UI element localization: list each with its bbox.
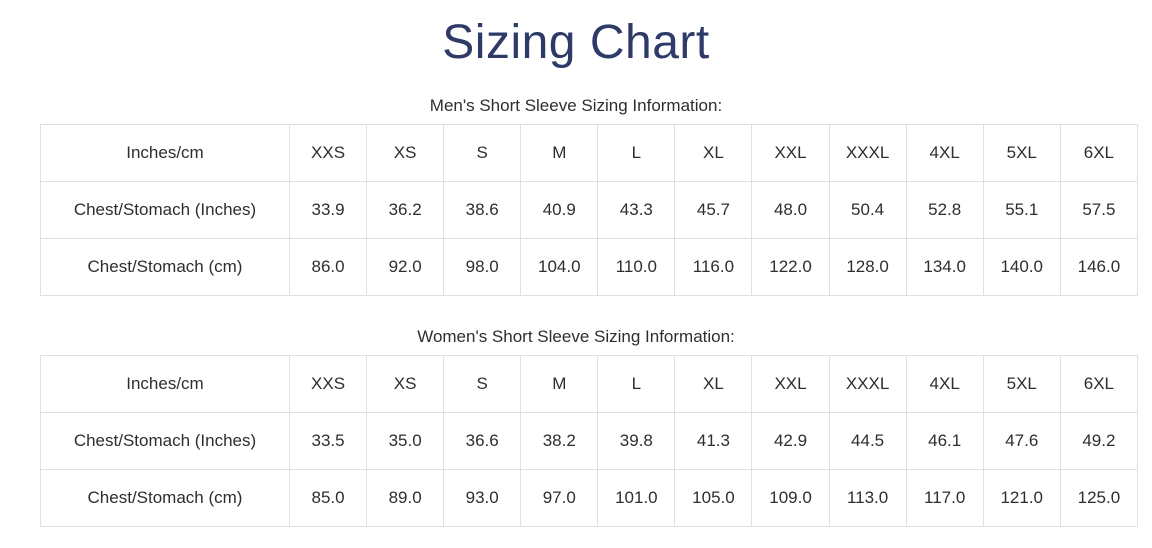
womens-sizing-table: Inches/cm XXS XS S M L XL XXL XXXL 4XL 5XL 6XL Chest…: [40, 354, 1139, 527]
measurement-cell: 49.2: [1059, 411, 1139, 470]
size-header-cell: XXXL: [828, 354, 907, 413]
measurement-cell: 38.2: [520, 411, 599, 470]
size-header-cell: S: [443, 123, 522, 182]
measurement-cell: 92.0: [366, 237, 445, 296]
measurement-cell: 45.7: [674, 180, 753, 239]
measurement-cell: 57.5: [1059, 180, 1139, 239]
size-header-cell: 6XL: [1059, 123, 1139, 182]
row-label-cell: Chest/Stomach (Inches): [40, 411, 290, 470]
size-header-cell: XXXL: [828, 123, 907, 182]
measurement-cell: 86.0: [288, 237, 368, 296]
measurement-cell: 46.1: [905, 411, 984, 470]
size-header-cell: XL: [674, 354, 753, 413]
measurement-cell: 85.0: [288, 468, 368, 527]
measurement-row: Chest/Stomach (Inches) 33.9 36.2 38.6 40.9 43…: [40, 180, 1139, 239]
measurement-row: Chest/Stomach (cm) 86.0 92.0 98.0 104.0 110.0…: [40, 237, 1139, 296]
size-header-cell: S: [443, 354, 522, 413]
measurement-cell: 98.0: [443, 237, 522, 296]
measurement-cell: 105.0: [674, 468, 753, 527]
measurement-cell: 110.0: [597, 237, 676, 296]
size-header-cell: XXS: [288, 354, 368, 413]
measurement-cell: 48.0: [751, 180, 830, 239]
units-header-cell: Inches/cm: [40, 123, 290, 182]
size-header-cell: 4XL: [905, 354, 984, 413]
size-header-cell: 6XL: [1059, 354, 1139, 413]
measurement-cell: 33.9: [288, 180, 368, 239]
measurement-cell: 125.0: [1059, 468, 1139, 527]
size-header-cell: XXL: [751, 123, 830, 182]
mens-sizing-section: Men's Short Sleeve Sizing Information: I…: [0, 96, 1152, 296]
measurement-row: Chest/Stomach (cm) 85.0 89.0 93.0 97.0 101.0 1…: [40, 468, 1139, 527]
row-label-cell: Chest/Stomach (cm): [40, 237, 290, 296]
measurement-cell: 128.0: [828, 237, 907, 296]
size-header-cell: 5XL: [982, 354, 1061, 413]
row-label-cell: Chest/Stomach (cm): [40, 468, 290, 527]
size-header-row: Inches/cm XXS XS S M L XL XXL XXXL 4XL 5XL 6XL: [40, 123, 1139, 182]
womens-section-subtitle: Women's Short Sleeve Sizing Information:: [417, 326, 735, 346]
size-header-cell: M: [520, 354, 599, 413]
measurement-cell: 41.3: [674, 411, 753, 470]
measurement-cell: 97.0: [520, 468, 599, 527]
size-header-cell: XS: [366, 123, 445, 182]
measurement-cell: 52.8: [905, 180, 984, 239]
measurement-cell: 40.9: [520, 180, 599, 239]
size-header-cell: 5XL: [982, 123, 1061, 182]
measurement-cell: 116.0: [674, 237, 753, 296]
measurement-cell: 89.0: [366, 468, 445, 527]
measurement-cell: 117.0: [905, 468, 984, 527]
mens-section-subtitle: Men's Short Sleeve Sizing Information:: [429, 95, 723, 115]
measurement-cell: 121.0: [982, 468, 1061, 527]
row-label-cell: Chest/Stomach (Inches): [40, 180, 290, 239]
size-header-row: Inches/cm XXS XS S M L XL XXL XXXL 4XL 5XL 6XL: [40, 354, 1139, 413]
page-title: Sizing Chart: [442, 16, 710, 69]
measurement-cell: 43.3: [597, 180, 676, 239]
measurement-cell: 134.0: [905, 237, 984, 296]
measurement-cell: 104.0: [520, 237, 599, 296]
measurement-cell: 44.5: [828, 411, 907, 470]
measurement-cell: 47.6: [982, 411, 1061, 470]
measurement-cell: 38.6: [443, 180, 522, 239]
measurement-cell: 93.0: [443, 468, 522, 527]
measurement-cell: 35.0: [366, 411, 445, 470]
measurement-cell: 55.1: [982, 180, 1061, 239]
size-header-cell: L: [597, 354, 676, 413]
measurement-cell: 36.6: [443, 411, 522, 470]
measurement-cell: 140.0: [982, 237, 1061, 296]
measurement-cell: 122.0: [751, 237, 830, 296]
measurement-cell: 101.0: [597, 468, 676, 527]
measurement-cell: 50.4: [828, 180, 907, 239]
units-header-cell: Inches/cm: [40, 354, 290, 413]
measurement-cell: 146.0: [1059, 237, 1139, 296]
size-header-cell: L: [597, 123, 676, 182]
mens-sizing-table: Inches/cm XXS XS S M L XL XXL XXXL 4XL 5XL 6XL Chest…: [40, 123, 1139, 296]
measurement-row: Chest/Stomach (Inches) 33.5 35.0 36.6 38.2 39…: [40, 411, 1139, 470]
sizing-chart-page: Sizing Chart Men's Short Sleeve Sizing I…: [0, 16, 1152, 527]
measurement-cell: 42.9: [751, 411, 830, 470]
size-header-cell: XXL: [751, 354, 830, 413]
measurement-cell: 39.8: [597, 411, 676, 470]
measurement-cell: 113.0: [828, 468, 907, 527]
size-header-cell: M: [520, 123, 599, 182]
size-header-cell: XXS: [288, 123, 368, 182]
size-header-cell: 4XL: [905, 123, 984, 182]
size-header-cell: XL: [674, 123, 753, 182]
measurement-cell: 33.5: [288, 411, 368, 470]
womens-sizing-section: Women's Short Sleeve Sizing Information:…: [0, 327, 1152, 527]
size-header-cell: XS: [366, 354, 445, 413]
measurement-cell: 36.2: [366, 180, 445, 239]
measurement-cell: 109.0: [751, 468, 830, 527]
